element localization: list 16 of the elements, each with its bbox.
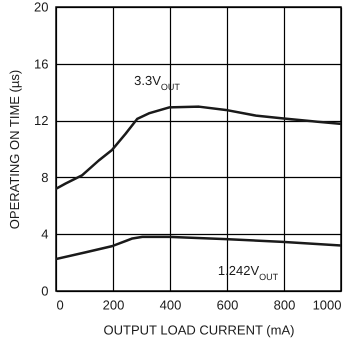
x-tick-label: 600: [216, 298, 238, 312]
y-tick-label: 4: [41, 226, 48, 242]
y-tick-label: 12: [34, 113, 48, 128]
x-tick-label: 200: [102, 298, 124, 312]
y-tick-label: 0: [41, 284, 48, 298]
y-tick-label: 8: [41, 170, 48, 185]
x-tick-label: 1000: [312, 298, 342, 312]
x-tick-label: 800: [274, 298, 296, 312]
x-axis-title: OUTPUT LOAD CURRENT (mA): [104, 322, 294, 338]
line-series: [56, 105, 341, 190]
line-series: [56, 236, 341, 260]
x-tick-label: 400: [160, 298, 182, 312]
y-tick-label: 20: [34, 0, 48, 14]
y-axis-title: OPERATING ON TIME (µs): [7, 70, 22, 230]
y-tick-label: 16: [34, 56, 48, 72]
x-tick-label: 0: [56, 298, 64, 312]
